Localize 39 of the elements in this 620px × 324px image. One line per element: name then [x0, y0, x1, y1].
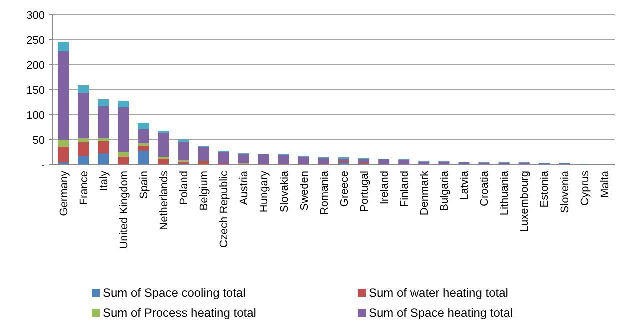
- legend-label: Sum of Process heating total: [103, 306, 256, 320]
- x-tick-label: Cyprus: [579, 170, 592, 206]
- x-tick-label: Austria: [238, 170, 251, 206]
- y-tick-label: -: [41, 160, 46, 172]
- y-tick-label: 100: [26, 110, 45, 122]
- x-tick-label: Portugal: [358, 171, 371, 212]
- x-tick-label: Estonia: [539, 170, 552, 208]
- y-tick-label: 300: [26, 10, 45, 22]
- x-tick-label: Hungary: [258, 170, 271, 213]
- x-tick-label: Netherlands: [158, 170, 171, 230]
- x-tick-label: Poland: [178, 171, 191, 206]
- x-tick-label: Ireland: [378, 171, 391, 205]
- x-tick-label: Latvia: [459, 170, 472, 200]
- x-tick-label: Sweden: [298, 171, 311, 211]
- x-tick-label: Spain: [138, 171, 151, 200]
- x-tick-label: Romania: [318, 170, 331, 216]
- y-tick-label: 150: [26, 84, 45, 97]
- y-tick-label: 50: [32, 134, 45, 147]
- y-tick-label: 200: [26, 60, 45, 72]
- x-tick-label: Belgium: [198, 171, 211, 211]
- x-tick-label: Italy: [98, 170, 110, 192]
- x-tick-label: Slovenia: [559, 170, 572, 214]
- x-tick-label: Germany: [58, 170, 70, 216]
- x-tick-label: Bulgaria: [439, 170, 452, 212]
- legend-label: Sum of Space cooling total: [103, 286, 246, 300]
- legend-label: Sum of Space heating total: [369, 306, 514, 320]
- x-tick-label: Finland: [398, 171, 411, 208]
- x-tick-label: United Kingdom: [118, 171, 130, 250]
- legend-label: Sum of water heating total: [369, 286, 508, 300]
- x-tick-label: Croatia: [479, 170, 492, 206]
- x-tick-label: Luxembourg: [519, 171, 532, 232]
- x-tick-label: Denmark: [419, 170, 432, 216]
- x-tick-label: Malta: [599, 170, 612, 198]
- x-tick-label: Slovakia: [278, 170, 291, 213]
- y-tick-label: 250: [26, 34, 45, 47]
- x-tick-label: Lithuania: [499, 170, 512, 216]
- x-tick-label: France: [78, 171, 90, 206]
- x-tick-label: Czech Republic: [218, 170, 231, 248]
- x-tick-label: Greece: [338, 171, 351, 208]
